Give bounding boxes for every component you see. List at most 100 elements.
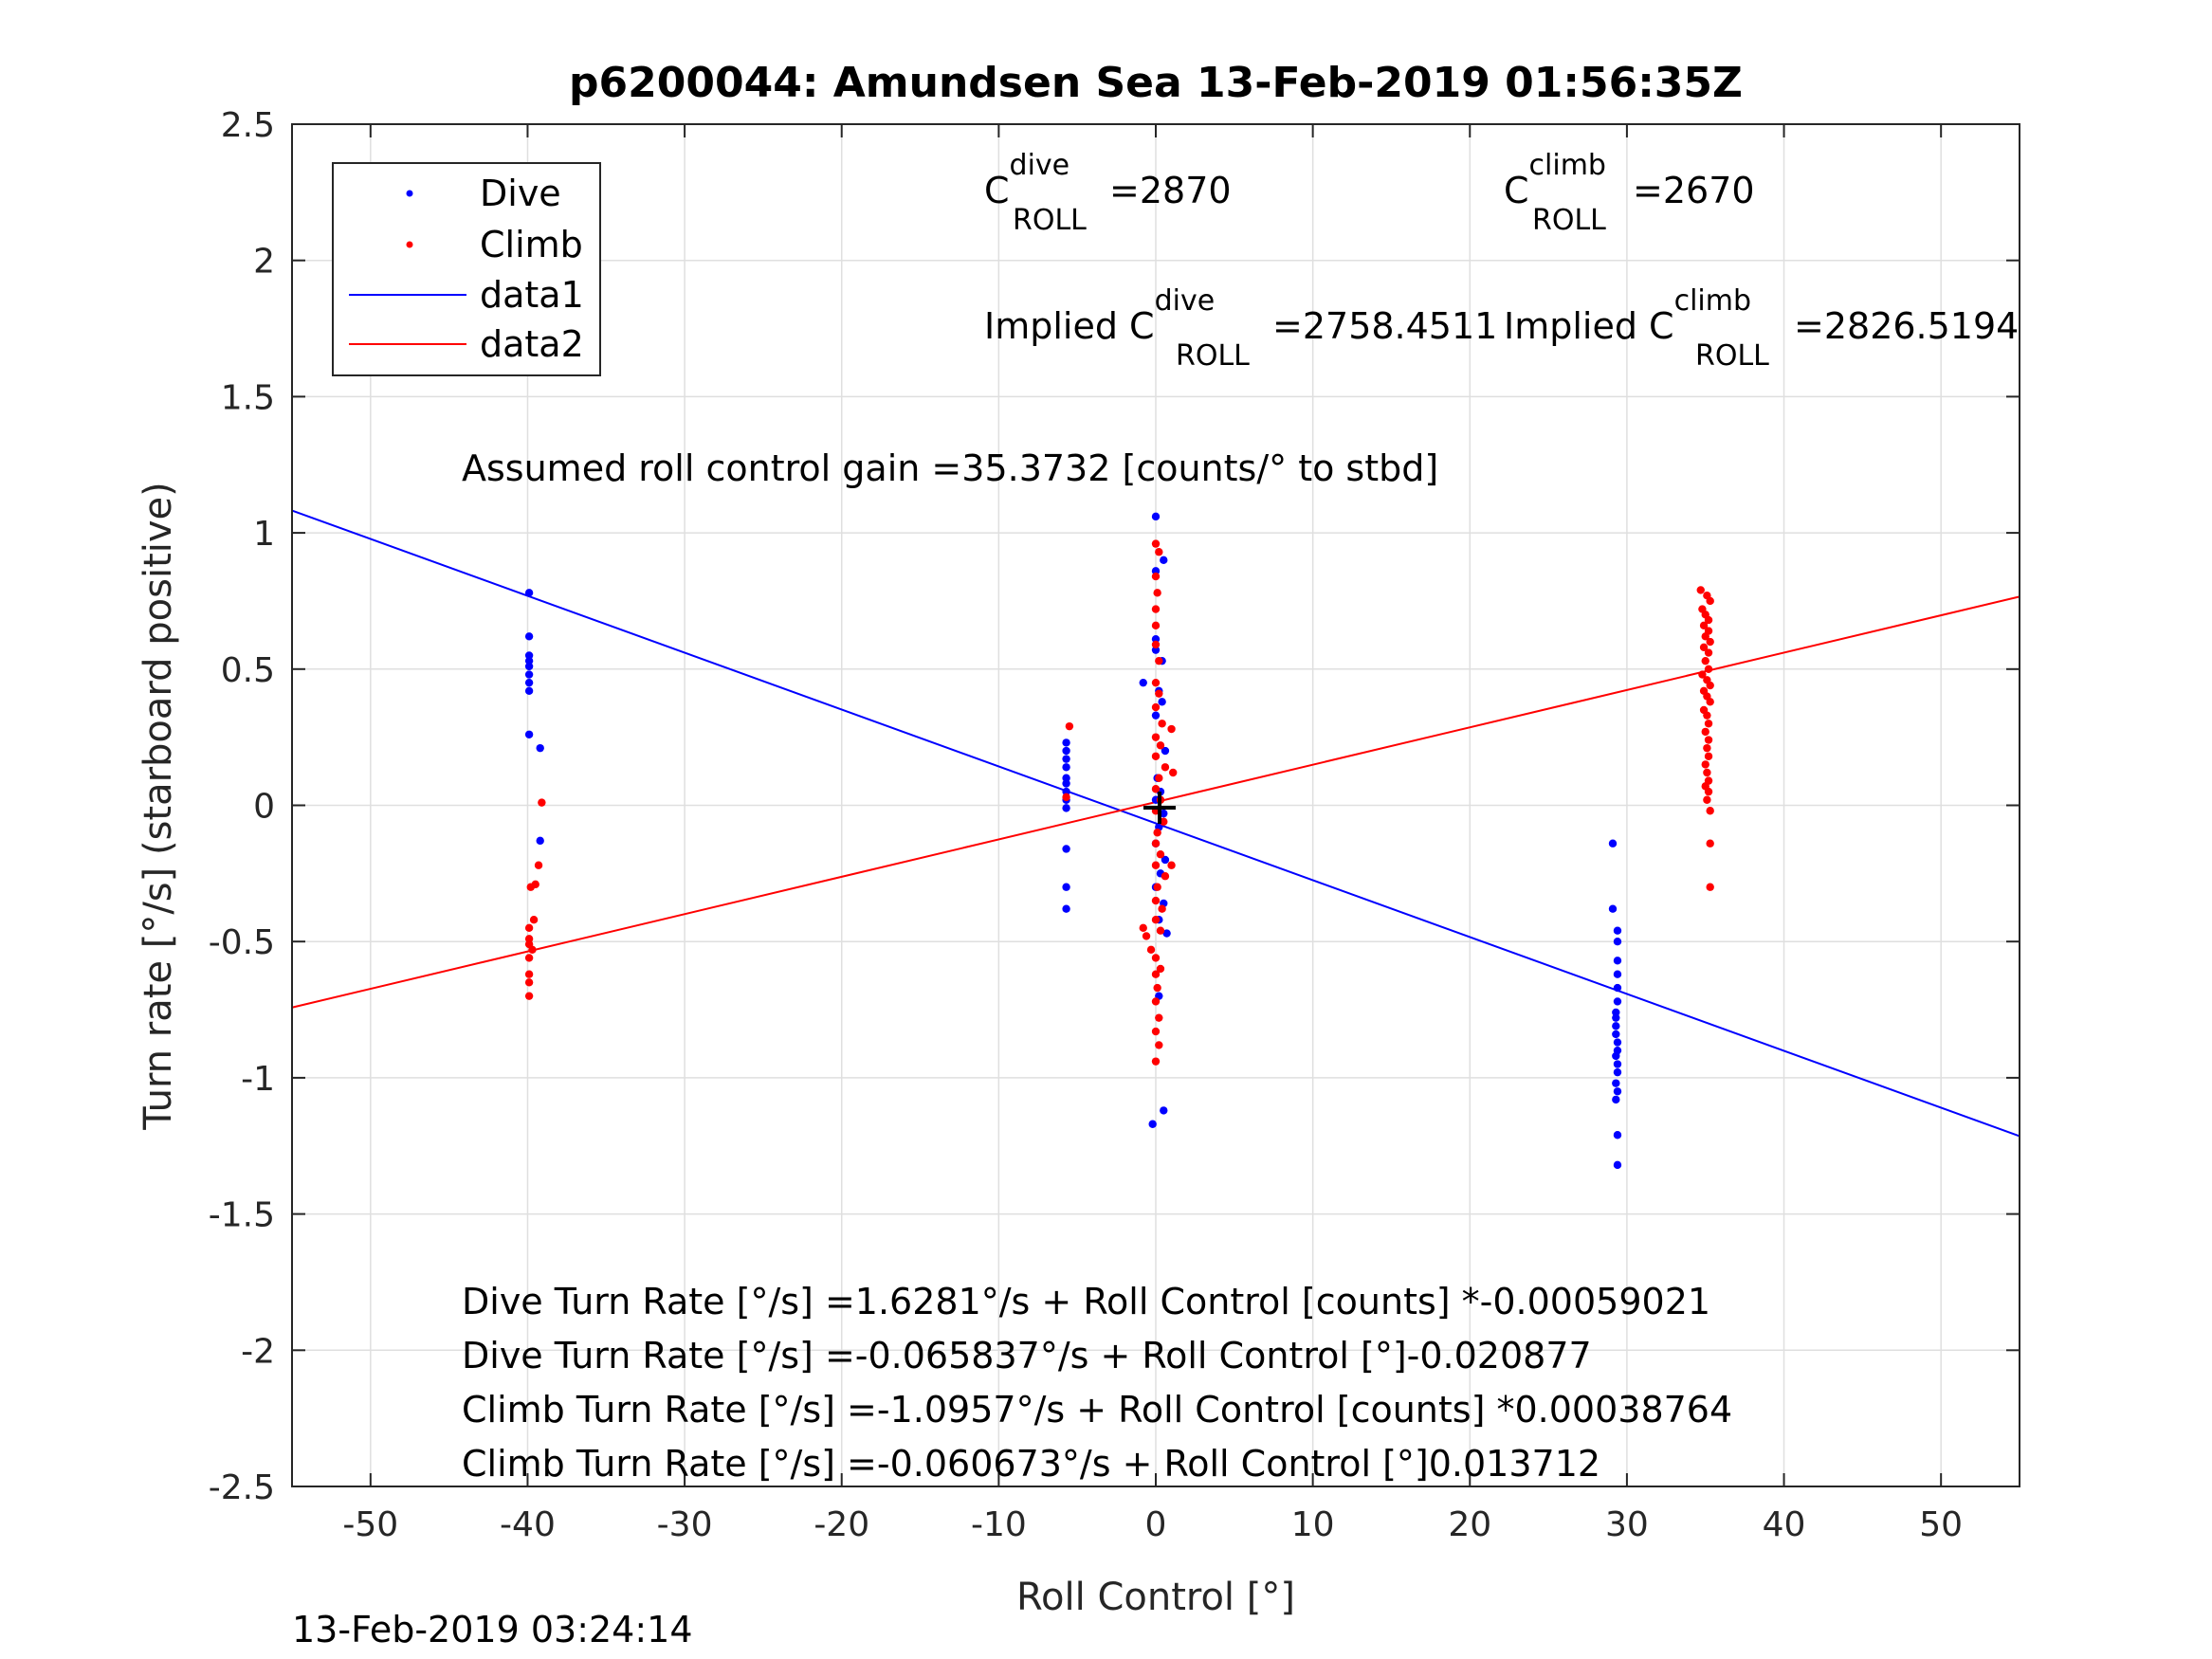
climb-point: [1153, 983, 1161, 993]
climb-point: [1706, 883, 1714, 891]
climb-point: [1158, 720, 1166, 728]
dive-point: [1151, 711, 1161, 720]
dive-points: [524, 512, 1622, 1170]
x-tick-label: -10: [971, 1505, 1027, 1544]
implied-dive-annotation: Implied Cdive ROLL=2758.4511: [984, 284, 1497, 373]
dive-point: [524, 656, 534, 665]
dive-point: [1139, 678, 1147, 687]
dive-point: [1148, 1120, 1157, 1128]
dive-point: [1158, 698, 1166, 706]
dive-point: [1062, 738, 1070, 747]
dive-point: [1613, 938, 1622, 946]
dive-point: [1062, 845, 1070, 853]
climb-point: [1153, 589, 1161, 597]
dive-point: [524, 651, 534, 660]
climb-point: [1156, 964, 1165, 974]
climb-point: [1701, 727, 1709, 737]
dive-point: [1613, 1131, 1622, 1139]
climb-point: [524, 935, 534, 943]
y-tick-label: 0.5: [221, 651, 275, 690]
c-climb-annotation: Cclimb ROLL=2670: [1504, 149, 1755, 237]
c-dive-annotation: Cdive ROLL=2870: [984, 149, 1232, 237]
dive-point: [1160, 809, 1168, 818]
climb-point: [1151, 621, 1161, 630]
climb-point: [1151, 702, 1161, 712]
dive-point: [1162, 929, 1171, 938]
legend: Dive Climb data1 data2: [332, 162, 601, 376]
dive-point: [1062, 883, 1070, 891]
y-axis-label: Turn rate [°/s] (starboard positive): [137, 482, 180, 1131]
climb-point: [1703, 711, 1711, 720]
dive-point: [536, 743, 544, 753]
climb-point: [524, 923, 534, 933]
climb-point: [528, 945, 537, 955]
climb-point: [1142, 932, 1151, 940]
climb-point: [1696, 586, 1705, 594]
climb-point: [1151, 916, 1161, 924]
dive-point: [1613, 957, 1622, 965]
climb-point: [1062, 793, 1070, 802]
climb-point: [1151, 997, 1161, 1006]
dive-point: [1612, 1030, 1620, 1039]
climb-point: [1160, 817, 1168, 826]
y-tick-label: -1.5: [209, 1196, 275, 1235]
climb-point: [1699, 621, 1709, 630]
y-tick-label: 2: [253, 243, 275, 282]
dive-point: [1062, 904, 1070, 913]
climb-point: [1151, 539, 1161, 548]
climb-point: [1155, 689, 1163, 698]
y-tick-label: 2.5: [221, 106, 275, 145]
legend-dive-marker: [406, 190, 413, 197]
dive-point: [1613, 1060, 1622, 1068]
dive-point: [1062, 746, 1070, 756]
climb-point: [1151, 785, 1161, 793]
x-tick-label: 30: [1605, 1505, 1649, 1544]
y-tick-label: -2: [241, 1332, 275, 1371]
dive-point: [1161, 746, 1170, 756]
climb-point: [1151, 954, 1161, 962]
equation-climb-counts: Climb Turn Rate [°/s] =-1.0957°/s + Roll…: [462, 1389, 1732, 1431]
climb-point: [1169, 768, 1178, 777]
dive-point: [1613, 970, 1622, 978]
dive-point: [524, 589, 534, 597]
dive-point: [524, 670, 534, 679]
climb-point: [1703, 795, 1711, 804]
dive-point: [1613, 1067, 1622, 1077]
dive-point: [1062, 755, 1070, 763]
climb-point: [1065, 721, 1074, 731]
dive-point: [1062, 804, 1070, 812]
x-axis-label: Roll Control [°]: [1016, 1576, 1295, 1619]
x-tick-label: -20: [814, 1505, 869, 1544]
dive-point: [1613, 1160, 1622, 1170]
legend-climb-marker: [406, 241, 413, 248]
climb-point: [1151, 572, 1161, 581]
climb-point: [1161, 872, 1170, 881]
ticks: [292, 123, 2020, 1487]
dive-point: [1612, 1079, 1620, 1087]
data1-fit-line: [291, 509, 2020, 1138]
legend-climb-label: Climb: [480, 224, 583, 265]
dive-point: [1062, 763, 1070, 772]
x-tick-label: 50: [1919, 1505, 1963, 1544]
climb-point: [1155, 774, 1163, 782]
chart-title: p6200044: Amundsen Sea 13-Feb-2019 01:56…: [569, 59, 1743, 107]
dive-point: [1612, 1051, 1620, 1061]
climb-point: [1151, 678, 1161, 687]
climb-point: [526, 883, 535, 891]
climb-point: [1153, 829, 1161, 837]
climb-point: [1151, 1057, 1161, 1066]
equation-dive-counts: Dive Turn Rate [°/s] =1.6281°/s + Roll C…: [462, 1281, 1710, 1322]
climb-point: [1706, 681, 1714, 690]
climb-point: [534, 861, 543, 869]
equation-climb-degrees: Climb Turn Rate [°/s] =-0.060673°/s + Ro…: [462, 1443, 1600, 1485]
dive-point: [1612, 1008, 1620, 1017]
coefficient-annotations: Cdive ROLL=2870 Cclimb ROLL=2670 Implied C…: [462, 149, 2019, 489]
legend-data2-label: data2: [480, 323, 584, 365]
x-tick-label: 0: [1145, 1505, 1167, 1544]
dive-point: [1151, 512, 1161, 521]
climb-point: [1146, 945, 1156, 955]
climb-point: [1153, 883, 1161, 891]
climb-point: [1698, 670, 1707, 679]
climb-point: [1704, 615, 1713, 625]
